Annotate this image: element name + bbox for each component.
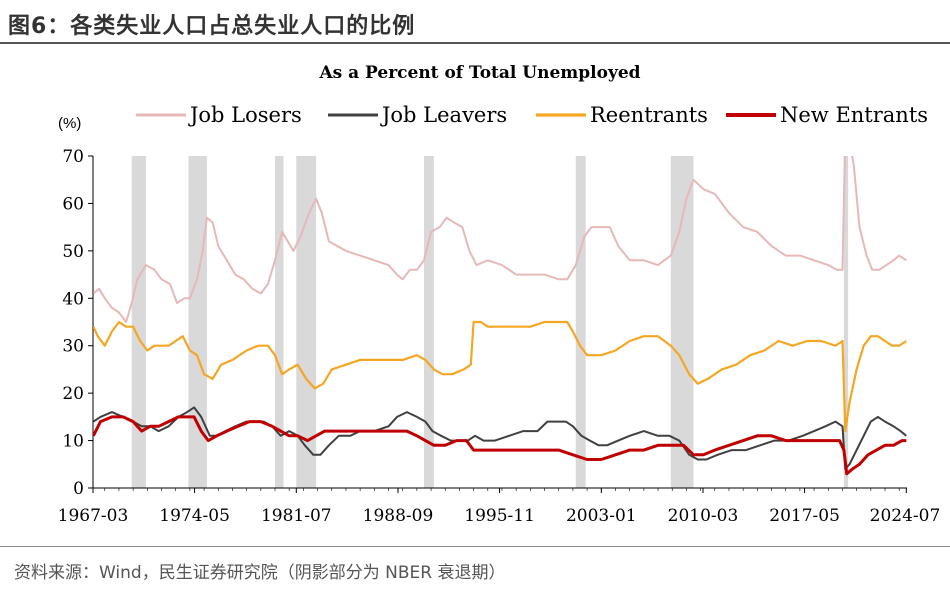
figure-title: 图6：各类失业人口占总失业人口的比例 xyxy=(8,14,416,39)
chart: As a Percent of Total Unemployed (%) 0 10… xyxy=(58,63,941,526)
x-tick-label: 2003-01 xyxy=(566,506,637,526)
y-tick-label: 70 xyxy=(62,147,84,167)
x-tick-label: 1981-07 xyxy=(261,506,332,526)
source-note: 资料来源：Wind，民生证券研究院（阴影部分为 NBER 衰退期） xyxy=(14,563,506,583)
x-tick-label: 1974-05 xyxy=(159,506,230,526)
x-tick-label: 1967-03 xyxy=(58,506,129,526)
legend-label-job-losers: Job Losers xyxy=(188,103,302,127)
recession-band xyxy=(131,156,146,488)
legend: Job Losers Job Leavers Reentrants New Entra… xyxy=(136,103,928,127)
series-line-reentrants xyxy=(93,320,907,433)
x-tick-label: 1995-11 xyxy=(464,506,535,526)
x-tick-label: 2017-05 xyxy=(769,506,840,526)
legend-label-new-entrants: New Entrants xyxy=(780,103,928,127)
y-axis-unit: (%) xyxy=(58,115,81,132)
series-line-new-entrants xyxy=(93,415,907,476)
y-tick-label: 60 xyxy=(62,194,84,214)
axes: 0 10 20 30 40 50 60 70 1967-03 1974-05 1981-07 1988… xyxy=(58,147,941,526)
recession-band xyxy=(575,156,586,488)
bottom-divider xyxy=(0,546,950,547)
y-tick-label: 10 xyxy=(62,432,84,452)
x-tick-label: 2010-03 xyxy=(668,506,739,526)
recession-shading xyxy=(131,156,849,488)
recession-band xyxy=(843,156,849,488)
recession-band xyxy=(275,156,284,488)
y-tick-label: 20 xyxy=(62,384,84,404)
y-tick-label: 50 xyxy=(62,242,84,262)
x-tick-label: 2024-07 xyxy=(870,506,941,526)
series-lines xyxy=(93,156,907,476)
chart-title: As a Percent of Total Unemployed xyxy=(318,63,640,83)
legend-label-job-leavers: Job Leavers xyxy=(380,103,507,127)
series-line-job-losers xyxy=(93,156,907,323)
y-tick-label: 40 xyxy=(62,289,84,309)
y-tick-label: 0 xyxy=(73,479,84,499)
recession-band xyxy=(423,156,434,488)
x-tick-label: 1988-09 xyxy=(363,506,434,526)
recession-band xyxy=(188,156,207,488)
y-tick-label: 30 xyxy=(62,337,84,357)
recession-band xyxy=(296,156,317,488)
top-divider xyxy=(0,42,950,44)
legend-label-reentrants: Reentrants xyxy=(590,103,708,127)
